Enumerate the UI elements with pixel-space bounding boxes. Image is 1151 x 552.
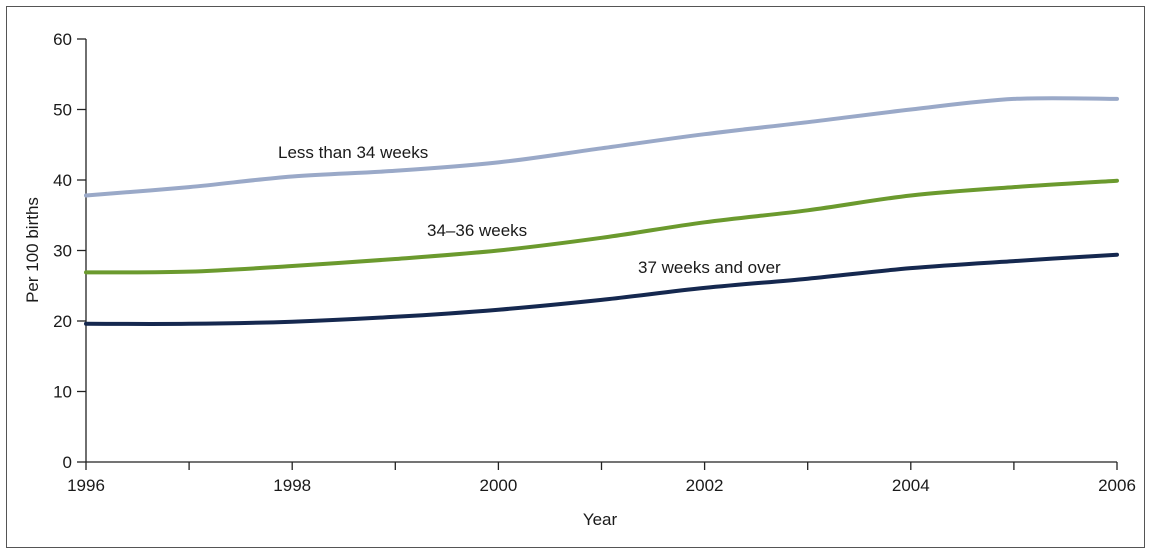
y-axis-label: Per 100 births — [23, 197, 42, 303]
series-label-37-weeks-and-over: 37 weeks and over — [638, 258, 781, 277]
series-lines — [84, 96, 1119, 326]
x-tick-label: 2000 — [479, 476, 517, 495]
x-tick-label: 2004 — [892, 476, 930, 495]
y-tick-label: 30 — [53, 242, 72, 261]
series-label-34-36-weeks: 34–36 weeks — [427, 221, 527, 240]
y-tick-label: 50 — [53, 101, 72, 120]
axes: 0 10 20 30 40 50 60 1996 1998 2000 2002 2004 2006 — [53, 30, 1136, 495]
x-axis-label: Year — [583, 510, 618, 529]
y-tick-label: 20 — [53, 312, 72, 331]
series-line-37-weeks-and-over — [84, 252, 1119, 326]
x-tick-label: 2006 — [1098, 476, 1136, 495]
series-label-less-than-34-weeks: Less than 34 weeks — [278, 143, 428, 162]
series-labels: Less than 34 weeks 34–36 weeks 37 weeks an… — [278, 143, 781, 277]
x-tick-label: 1998 — [273, 476, 311, 495]
y-tick-label: 0 — [63, 453, 72, 472]
series-line-34-36-weeks — [84, 178, 1119, 275]
x-tick-label: 1996 — [67, 476, 105, 495]
y-tick-label: 10 — [53, 383, 72, 402]
x-tick-label: 2002 — [686, 476, 724, 495]
y-tick-label: 40 — [53, 171, 72, 190]
chart-frame — [6, 6, 1145, 548]
series-line-less-than-34-weeks — [84, 96, 1119, 198]
y-tick-label: 60 — [53, 30, 72, 49]
